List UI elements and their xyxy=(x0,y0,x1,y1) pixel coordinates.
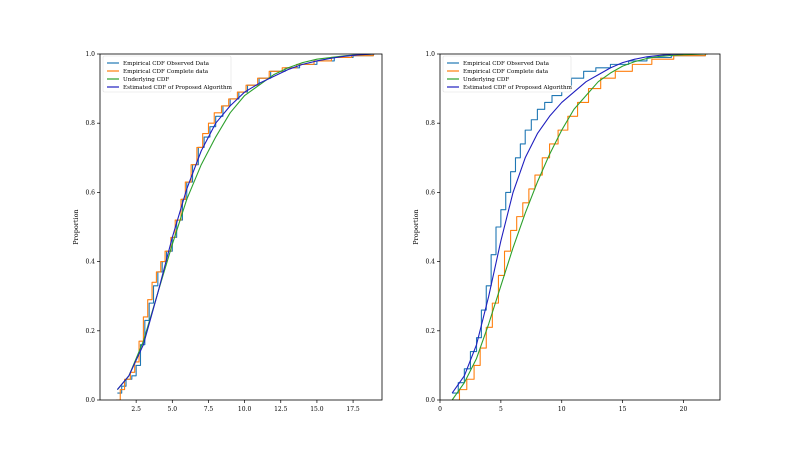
x-tick-label: 10.0 xyxy=(238,406,252,413)
y-tick-label: 0.4 xyxy=(85,259,95,266)
x-tick-label: 20 xyxy=(680,406,688,413)
x-tick-label: 5.0 xyxy=(168,406,178,413)
series-line-3 xyxy=(116,54,375,390)
legend-label-3: Underlying CDF xyxy=(463,77,509,83)
axes-frame xyxy=(439,53,721,401)
series-line-4 xyxy=(451,54,684,394)
y-tick-label: 1.0 xyxy=(85,51,95,58)
y-tick-label: 1.0 xyxy=(425,51,435,58)
series-line-4 xyxy=(116,54,375,390)
legend-label-4: Estimated CDF of Proposed Algorithm xyxy=(463,85,573,91)
series-line-1 xyxy=(452,54,706,394)
legend: Empirical CDF Observed Data Empirical CDF… xyxy=(442,55,573,93)
y-tick-label: 0.6 xyxy=(85,189,95,196)
y-tick-label: 0.2 xyxy=(425,328,435,335)
legend-label-2: Empirical CDF Complete data xyxy=(463,69,549,75)
legend-label-2: Empirical CDF Complete data xyxy=(123,69,209,75)
legend-label-1: Empirical CDF Observed Data xyxy=(123,61,210,67)
legend-label-3: Underlying CDF xyxy=(123,77,169,83)
y-tick-label: 0.0 xyxy=(425,397,435,404)
legend: Empirical CDF Observed Data Empirical CDF… xyxy=(102,55,233,93)
legend-box xyxy=(102,55,232,93)
x-tick-label: 15.0 xyxy=(310,406,324,413)
chart-panel-2: 0 5 10 15 20 0.0 0.2 0.4 0.6 0.8 1.0 Proportion Empi… xyxy=(412,51,721,413)
series-line-3 xyxy=(451,54,708,400)
y-tick-label: 0.0 xyxy=(85,397,95,404)
y-tick-label: 0.8 xyxy=(425,120,435,127)
x-tick-label: 15 xyxy=(619,406,627,413)
x-tick-label: 17.5 xyxy=(346,406,360,413)
legend-box xyxy=(442,55,572,93)
y-axis-label: Proportion xyxy=(72,209,80,244)
x-tick-label: 7.5 xyxy=(204,406,214,413)
legend-label-4: Estimated CDF of Proposed Algorithm xyxy=(123,85,233,91)
legend-label-1: Empirical CDF Observed Data xyxy=(463,61,550,67)
chart-panel-1: 2.5 5.0 7.5 10.0 12.5 15.0 17.5 0.0 0.2 0.4 0.6 0.8… xyxy=(72,51,383,413)
y-axis-label: Proportion xyxy=(412,209,420,244)
x-tick-label: 2.5 xyxy=(131,406,141,413)
x-tick-label: 0 xyxy=(438,406,442,413)
y-tick-label: 0.2 xyxy=(85,328,95,335)
y-tick-label: 0.6 xyxy=(425,189,435,196)
y-tick-label: 0.8 xyxy=(85,120,95,127)
y-tick-label: 0.4 xyxy=(425,259,435,266)
x-tick-label: 12.5 xyxy=(274,406,288,413)
plot-area xyxy=(451,54,708,400)
axes-frame xyxy=(99,53,383,401)
series-line-2 xyxy=(115,54,374,400)
plot-area xyxy=(115,54,375,400)
x-tick-label: 10 xyxy=(558,406,566,413)
x-tick-label: 5 xyxy=(499,406,503,413)
series-line-1 xyxy=(117,54,374,394)
series-line-2 xyxy=(452,54,706,400)
